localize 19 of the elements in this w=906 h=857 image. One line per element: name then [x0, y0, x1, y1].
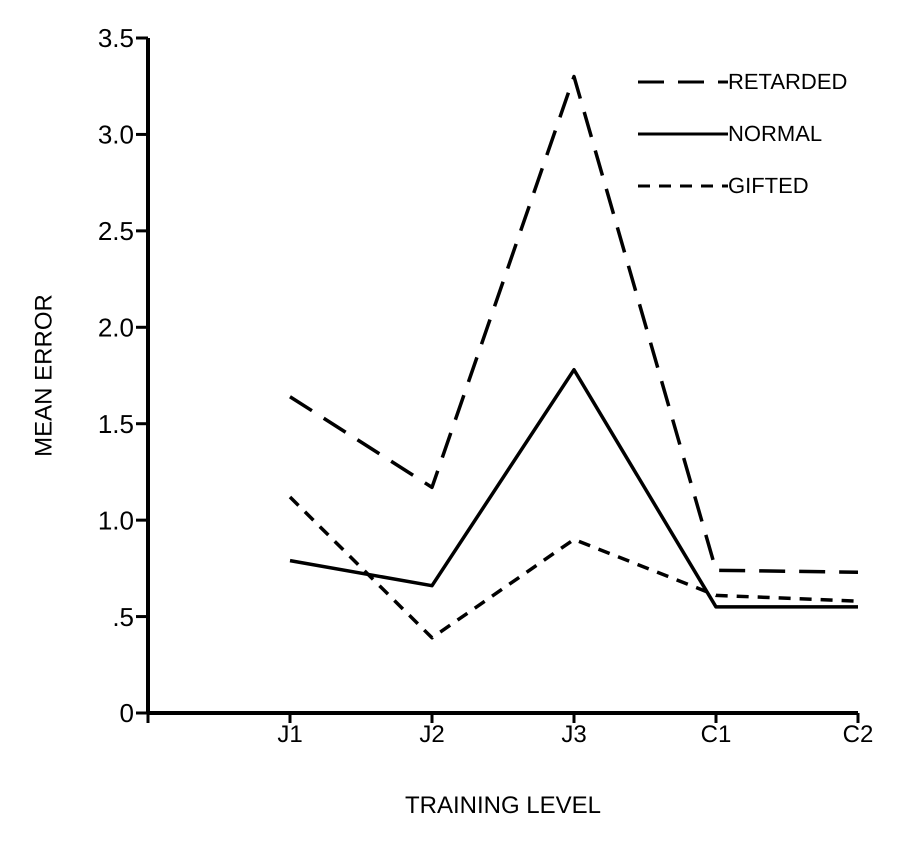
- legend-label: NORMAL: [728, 121, 822, 147]
- line-series: [288, 74, 858, 574]
- y-tick-label: .5: [112, 602, 134, 632]
- y-tick-label: 3.0: [98, 120, 134, 150]
- x-tick-label: J3: [561, 721, 587, 748]
- legend-label: GIFTED: [728, 173, 809, 199]
- y-tick-label: 3.5: [98, 23, 134, 54]
- y-tick-label: 2.0: [98, 312, 134, 343]
- y-tick-label: 0: [120, 698, 134, 728]
- x-tick-label: C2: [842, 721, 874, 748]
- y-tick-label: 1.5: [98, 408, 134, 439]
- x-tick-label: J2: [419, 721, 445, 748]
- x-axis-title: TRAINING LEVEL: [404, 792, 602, 819]
- x-tick-label: C1: [700, 721, 732, 748]
- y-tick-label: 1.0: [98, 505, 134, 536]
- y-axis-title: MEAN ERROR: [30, 294, 58, 457]
- y-tick-label: 2.5: [98, 216, 134, 246]
- legend-label: RETARDED: [728, 69, 848, 95]
- x-tick-label: J1: [277, 721, 303, 748]
